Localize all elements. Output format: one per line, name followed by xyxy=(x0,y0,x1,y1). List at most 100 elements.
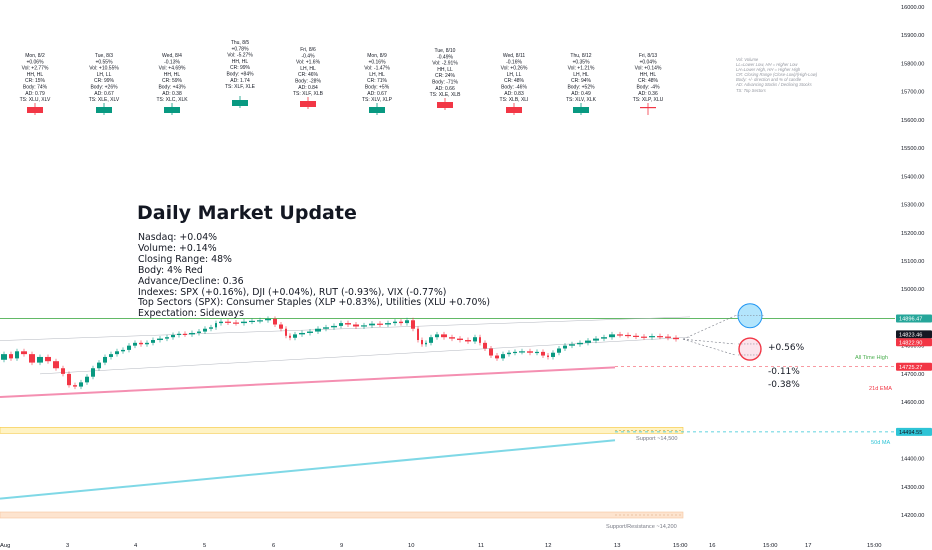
annotation-line: Thu, 8/5 xyxy=(231,40,250,46)
summary-indexes: Indexes: SPX (+0.16%), DJI (+0.04%), RUT… xyxy=(138,286,447,298)
price-candle xyxy=(495,355,499,359)
annotation-line: AD: 0.36 xyxy=(638,91,658,97)
y-tick-label: 14300.00 xyxy=(901,485,924,491)
y-tick-label: 14600.00 xyxy=(901,400,924,406)
price-candle xyxy=(139,342,143,345)
annotation-line: CR: 99% xyxy=(94,78,115,84)
price-candle xyxy=(457,338,463,341)
x-tick-label: 6 xyxy=(272,543,275,549)
price-candle xyxy=(633,335,639,337)
annotation-line: TS: XLB, XLI xyxy=(500,97,529,103)
x-tick-label: 9 xyxy=(340,543,343,549)
price-candle xyxy=(393,321,397,324)
annotation-line: Body: -71% xyxy=(432,80,458,86)
price-candle xyxy=(369,323,375,326)
price-tag-label: 14725.27 xyxy=(899,365,922,371)
price-candle xyxy=(609,334,615,338)
price-candle xyxy=(483,342,487,349)
y-tick-label: 15300.00 xyxy=(901,203,924,209)
ema21-line xyxy=(0,366,616,399)
price-candle xyxy=(425,342,427,345)
annotation-line: AD: 0.84 xyxy=(298,85,318,91)
annotation-line: Body: -4% xyxy=(636,85,660,91)
annotation-candle xyxy=(369,107,385,113)
chart-title: Daily Market Update xyxy=(137,202,357,224)
legend-line: LH=Lower High, HH = Higher High xyxy=(736,67,801,73)
price-candle xyxy=(85,376,89,383)
price-candle xyxy=(121,349,125,352)
annotation-line: Vol: +1.21% xyxy=(568,66,595,72)
y-tick-label: 15700.00 xyxy=(901,90,924,96)
ma50-line xyxy=(0,439,616,500)
annotation-line: Vol: +4.69% xyxy=(159,66,186,72)
annotation-candle xyxy=(506,107,522,113)
price-tag-label: 14494.55 xyxy=(899,430,922,436)
y-tick-label: 15400.00 xyxy=(901,174,924,180)
annotation-candle xyxy=(437,102,453,108)
annotation-line: Vol: +0.26% xyxy=(501,66,528,72)
price-candle xyxy=(361,325,367,327)
annotation-line: -0.16% xyxy=(506,59,522,65)
price-candle xyxy=(9,354,13,359)
annotation-line: Mon, 8/2 xyxy=(25,53,45,59)
x-tick-label: 15:00 xyxy=(867,543,882,549)
annotation-line: Body: -28% xyxy=(295,79,321,85)
annotation-line: TS: XLF, XLB xyxy=(293,91,324,97)
price-candle xyxy=(183,333,187,336)
price-candle xyxy=(273,318,277,325)
price-candle xyxy=(547,355,549,357)
price-candle xyxy=(441,334,447,338)
price-candle xyxy=(429,337,433,343)
annotation-line: +0.16% xyxy=(368,59,386,65)
price-candle xyxy=(241,321,247,324)
summary-expectation: Expectation: Sideways xyxy=(138,308,244,320)
annotation-line: Vol: -2.91% xyxy=(432,61,458,67)
price-candle xyxy=(577,342,583,345)
annotation-candle xyxy=(640,107,656,109)
y-tick-label: 14400.00 xyxy=(901,457,924,463)
annotation-line: CR: 24% xyxy=(435,73,456,79)
price-candle xyxy=(339,323,343,326)
projection-down-small-label: -0.11% xyxy=(768,367,800,377)
x-tick-label: 11 xyxy=(478,543,484,549)
price-candle xyxy=(541,351,545,356)
price-candle xyxy=(279,324,283,329)
annotation-line: Tue, 8/3 xyxy=(95,53,113,59)
price-candle xyxy=(127,345,131,350)
price-candle xyxy=(61,368,65,374)
y-tick-label: 15900.00 xyxy=(901,33,924,39)
trendline-upper xyxy=(0,316,691,341)
price-candle xyxy=(507,352,511,355)
y-tick-label: 15600.00 xyxy=(901,118,924,124)
price-candle xyxy=(501,354,505,359)
price-candle xyxy=(665,336,671,338)
abbreviation-legend: Vol: Volume LL=Lower Low, HH = Higher Lo… xyxy=(736,57,817,93)
y-tick-label: 15100.00 xyxy=(901,259,924,265)
y-tick-label: 16000.00 xyxy=(901,5,924,11)
price-candle xyxy=(203,328,207,332)
price-tag xyxy=(896,338,932,347)
legend-line: Vol: Volume xyxy=(736,57,759,62)
annotation-line: AD: 0.66 xyxy=(435,86,455,92)
y-tick-label: 15200.00 xyxy=(901,231,924,237)
annotation-candle xyxy=(27,107,43,113)
price-candle xyxy=(197,331,201,333)
annotation-candle xyxy=(573,107,589,113)
price-candle xyxy=(519,351,525,353)
annotation-line: LH, LL xyxy=(97,72,112,78)
annotation-line: Vol: +0.14% xyxy=(635,66,662,72)
support-band-14200 xyxy=(0,511,684,519)
annotation-line: Body: 74% xyxy=(23,85,48,91)
price-candle xyxy=(219,321,223,324)
price-candle xyxy=(97,362,101,369)
price-candle xyxy=(399,321,403,324)
price-candle xyxy=(73,385,77,387)
annotation-line: HH, HL xyxy=(164,72,181,78)
price-candle xyxy=(265,318,271,321)
summary-closing-range: Closing Range: 48% xyxy=(138,253,232,265)
annotation-line: TS: XLE, XLV xyxy=(89,97,120,103)
price-candle xyxy=(331,325,337,328)
annotation-line: Body: +43% xyxy=(158,85,186,91)
annotation-line: LH, HL xyxy=(369,72,385,78)
